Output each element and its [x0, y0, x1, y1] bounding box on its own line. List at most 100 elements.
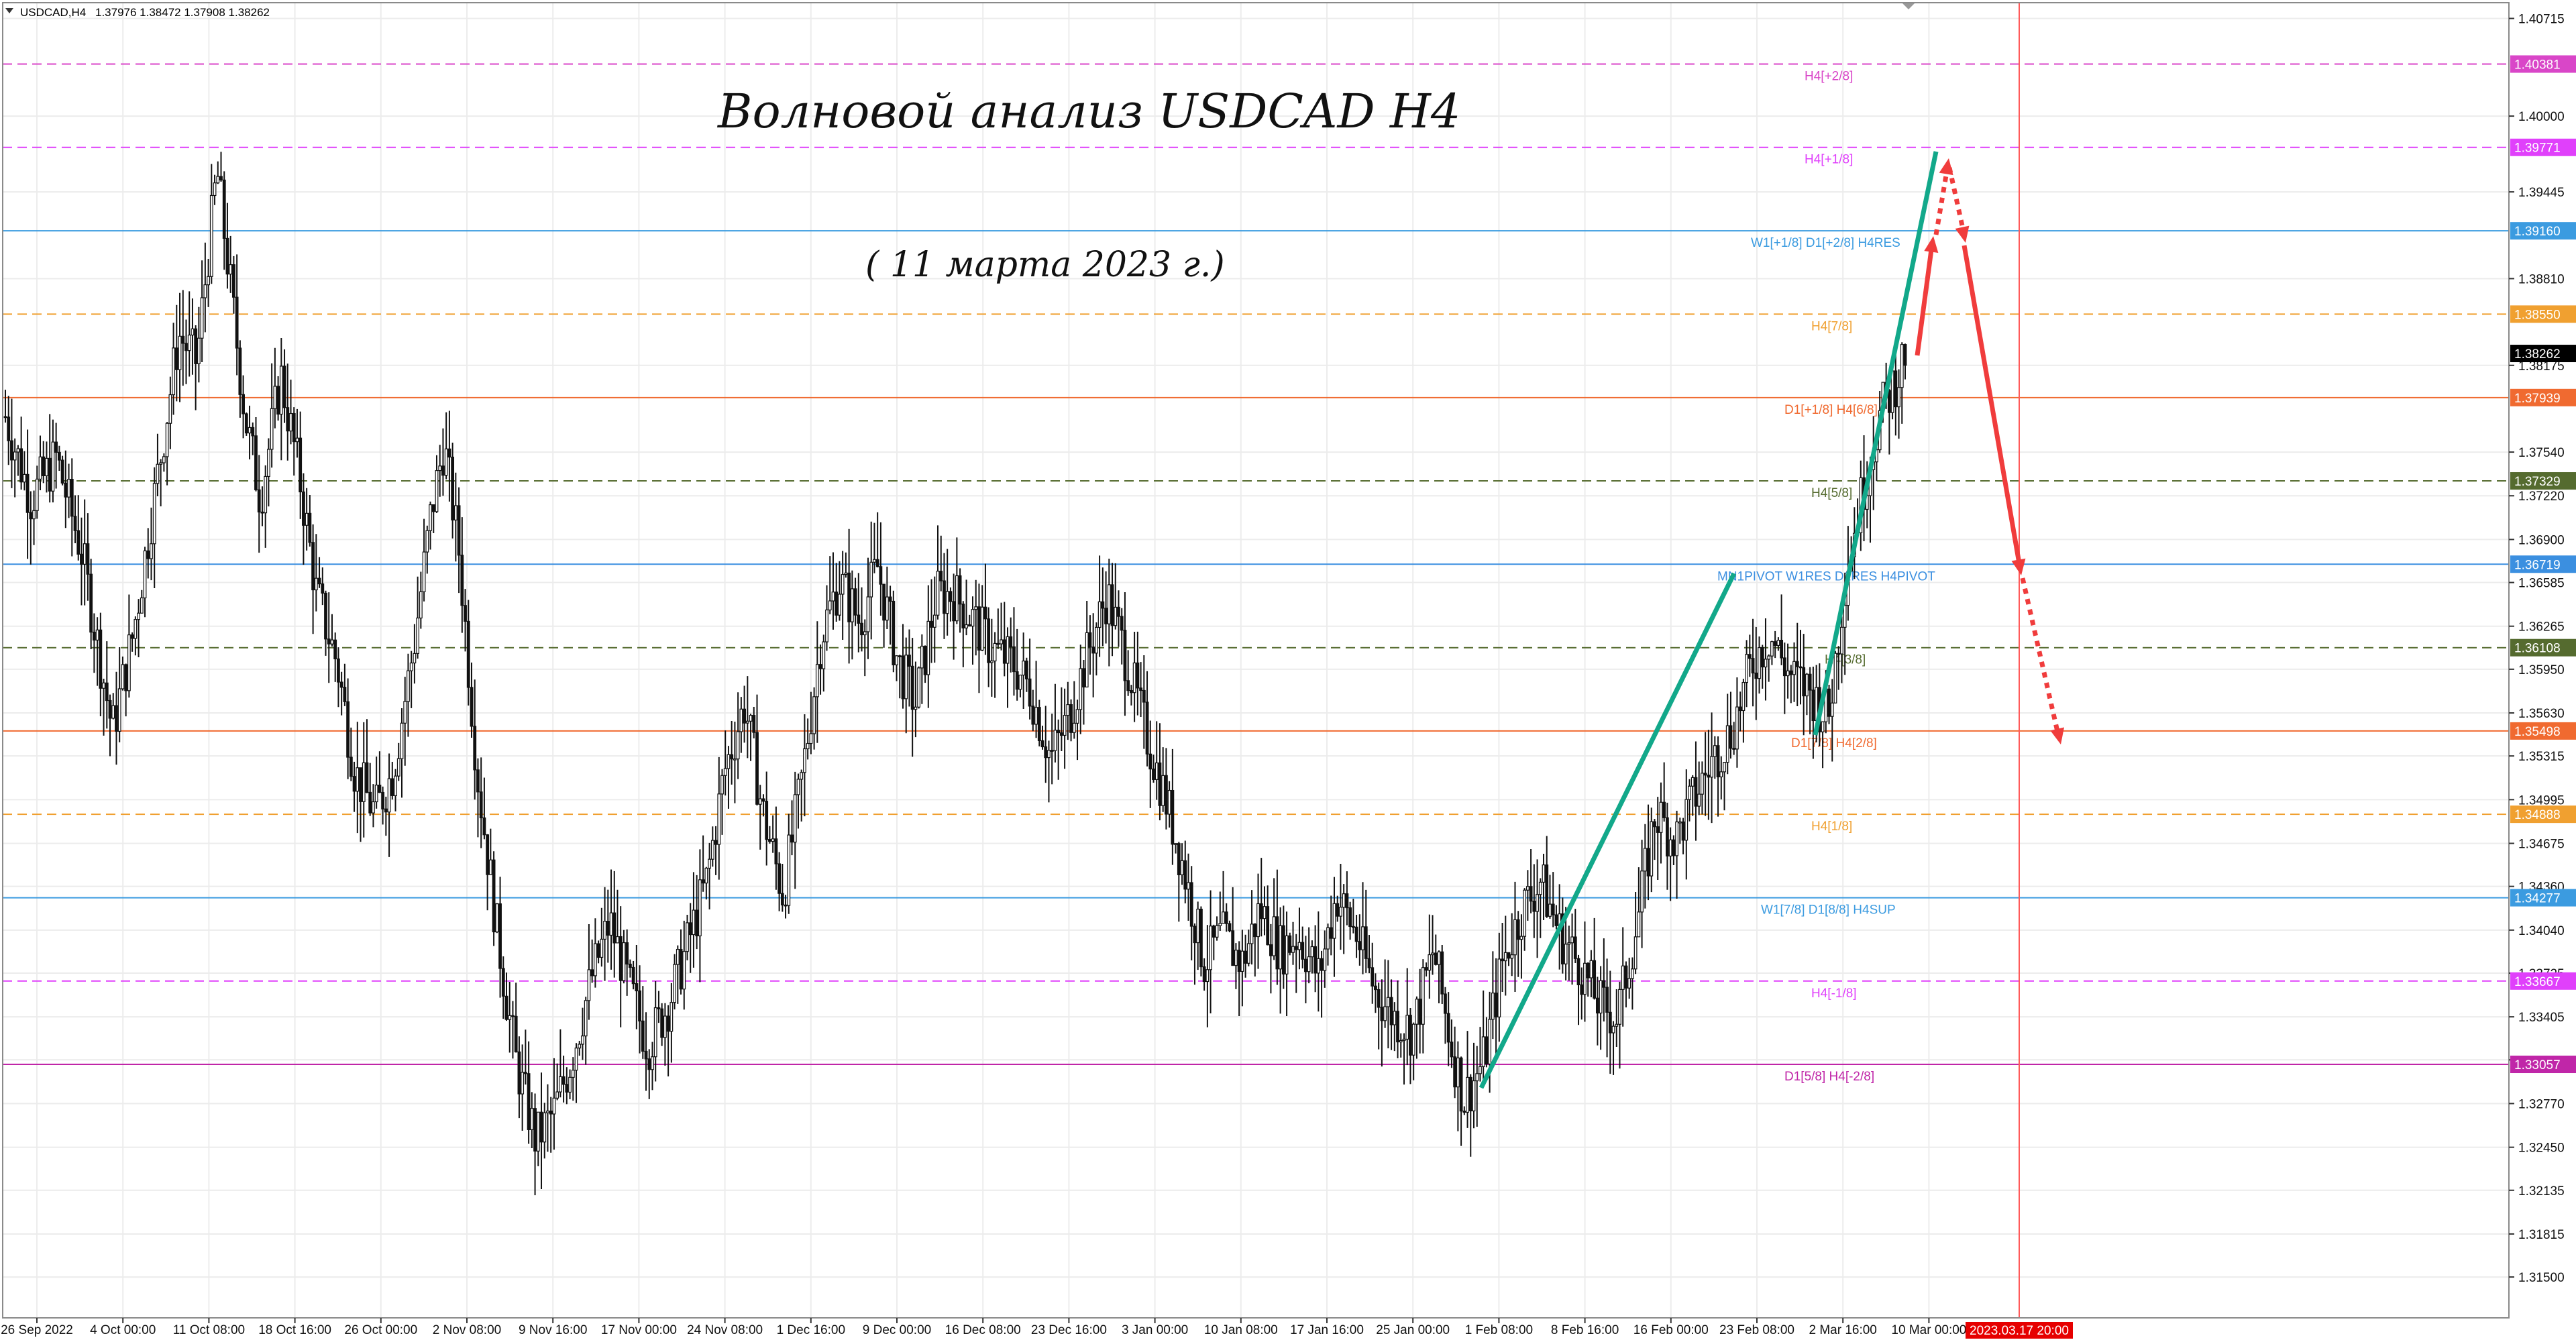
candle-body: [314, 577, 318, 591]
candle-body: [619, 936, 623, 981]
candle-body: [1615, 1023, 1619, 1027]
level-annotation: H4[1/8]: [1811, 820, 1852, 834]
candle-body: [669, 1002, 674, 1032]
candle-body: [1529, 886, 1533, 902]
candle-body: [1503, 952, 1507, 962]
candle-body: [1057, 730, 1061, 734]
candle-body: [276, 386, 280, 415]
candle-body: [1633, 936, 1638, 970]
candle-body: [1393, 1011, 1397, 1025]
future-time-label: 2023.03.17 20:00: [1970, 1324, 2069, 1338]
candle-body: [1415, 999, 1419, 1025]
candle-body: [156, 463, 160, 484]
candle-body: [1770, 641, 1774, 657]
candle-body: [1475, 1073, 1479, 1082]
time-axis-label: 4 Oct 00:00: [90, 1323, 156, 1337]
candle-body: [955, 575, 959, 622]
candle-body: [115, 705, 118, 732]
level-annotation: MN1PIVOT W1RES D1RES H4PIVOT: [1717, 569, 1935, 583]
candle-body: [422, 551, 426, 592]
price-labels: 1.40381 1.39771 1.39160 1.38550 1.37939 1.373…: [2510, 55, 2576, 1074]
candle-body: [1602, 980, 1606, 988]
candle-body: [174, 347, 178, 370]
candle-body: [523, 1072, 527, 1074]
candle-body: [806, 742, 810, 750]
candle-body: [1202, 966, 1206, 983]
candle-body: [780, 893, 784, 905]
triangle-down-icon[interactable]: [5, 8, 13, 13]
candle-body: [435, 469, 439, 512]
candle-body: [701, 879, 705, 884]
candle-body: [1082, 668, 1085, 687]
candle-body: [1323, 948, 1327, 971]
candle-body: [717, 793, 721, 845]
price-axis-label: 1.38810: [2518, 272, 2565, 286]
candle-body: [996, 642, 1000, 645]
candle-body: [1501, 958, 1504, 962]
candle-body: [1767, 655, 1771, 660]
candle-body: [248, 427, 252, 434]
candle-body: [1234, 950, 1238, 966]
candle-body: [51, 441, 55, 492]
candle-body: [936, 571, 940, 616]
candle-body: [812, 696, 816, 734]
candle-body: [1266, 906, 1270, 946]
candle-body: [486, 834, 490, 875]
candle-body: [441, 465, 445, 476]
candle-body: [517, 1051, 521, 1095]
candle-body: [904, 655, 908, 700]
price-axis-label: 1.35630: [2518, 707, 2565, 721]
candle-body: [511, 1015, 515, 1017]
candle-body: [1183, 860, 1187, 890]
candle-body: [13, 451, 17, 461]
candle-body: [1678, 821, 1682, 824]
candle-body: [10, 440, 13, 461]
candle-body: [965, 624, 968, 628]
candle-body: [1145, 702, 1149, 754]
price-axis-label: 1.37540: [2518, 446, 2565, 460]
candle-body: [1044, 746, 1048, 759]
candle-body: [1148, 753, 1152, 770]
candle-body: [225, 237, 229, 275]
candle-body: [1018, 674, 1022, 690]
candle-body: [22, 473, 26, 483]
candle-body: [733, 758, 737, 761]
candle-body: [644, 1050, 648, 1060]
candle-body: [1231, 930, 1235, 966]
candle-body: [898, 655, 902, 657]
price-axis-label: 1.40000: [2518, 110, 2565, 124]
candle-body: [1310, 946, 1314, 958]
candle-body: [146, 550, 150, 559]
candle-body: [1212, 926, 1216, 938]
candle-body: [521, 1072, 525, 1095]
candle-body: [895, 655, 898, 665]
candle-body: [1097, 601, 1102, 628]
candle-body: [1155, 762, 1159, 780]
candle-body: [466, 620, 470, 688]
candle-body: [327, 638, 331, 645]
candle-body: [1431, 952, 1434, 956]
candle-body: [1732, 748, 1736, 750]
level-annotation: H4[+1/8]: [1805, 153, 1853, 167]
price-axis-label: 1.38175: [2518, 359, 2565, 374]
candle-body: [784, 904, 788, 907]
candle-body: [831, 592, 835, 602]
candle-body: [1371, 967, 1375, 987]
candle-body: [1650, 821, 1654, 877]
candle-body: [1101, 601, 1105, 609]
candle-body: [333, 639, 337, 660]
candle-body: [1653, 821, 1656, 828]
candle-body: [1040, 740, 1044, 748]
candle-body: [765, 801, 769, 840]
candle-body: [302, 491, 305, 526]
candle-body: [1675, 821, 1678, 856]
candle-body: [961, 604, 965, 628]
candle-body: [800, 772, 804, 780]
candle-body: [381, 791, 385, 809]
candle-body: [1833, 653, 1837, 704]
candle-body: [1316, 958, 1320, 974]
candle-body: [1085, 632, 1089, 687]
candle-body: [1659, 801, 1663, 833]
candle-body: [117, 688, 121, 732]
